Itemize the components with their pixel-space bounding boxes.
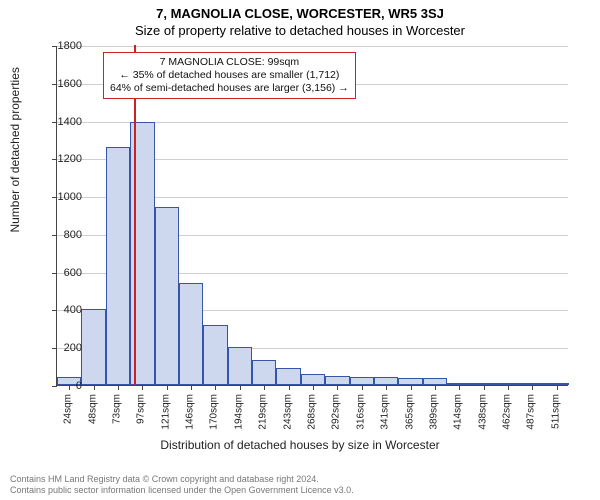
- x-tick: [386, 385, 387, 390]
- x-tick: [94, 385, 95, 390]
- x-tick: [532, 385, 533, 390]
- page-title: 7, MAGNOLIA CLOSE, WORCESTER, WR5 3SJ: [0, 0, 600, 21]
- histogram-bar: [374, 377, 398, 385]
- annotation-line: 64% of semi-detached houses are larger (…: [110, 82, 349, 95]
- x-tick: [337, 385, 338, 390]
- histogram-bar: [81, 309, 105, 385]
- x-tick-label: 389sqm: [428, 394, 439, 430]
- histogram-bar: [203, 325, 227, 385]
- histogram-bar: [301, 374, 325, 385]
- footer-attribution: Contains HM Land Registry data © Crown c…: [10, 474, 354, 497]
- x-tick-label: 462sqm: [502, 394, 513, 430]
- histogram-bar: [106, 147, 130, 385]
- x-tick-label: 292sqm: [331, 394, 342, 430]
- y-tick-label: 1600: [48, 78, 82, 90]
- histogram-bar: [155, 207, 179, 385]
- footer-line: Contains HM Land Registry data © Crown c…: [10, 474, 354, 485]
- histogram-bar: [252, 360, 276, 385]
- x-tick: [191, 385, 192, 390]
- x-tick-label: 24sqm: [63, 394, 74, 424]
- histogram-bar: [179, 283, 203, 385]
- x-tick: [508, 385, 509, 390]
- x-tick-label: 170sqm: [209, 394, 220, 430]
- x-tick: [459, 385, 460, 390]
- y-tick-label: 200: [48, 342, 82, 354]
- x-tick: [362, 385, 363, 390]
- x-tick: [289, 385, 290, 390]
- histogram-bar: [276, 368, 300, 385]
- x-tick: [167, 385, 168, 390]
- x-tick: [411, 385, 412, 390]
- x-tick-label: 365sqm: [404, 394, 415, 430]
- histogram-bar: [228, 347, 252, 385]
- histogram-bar: [325, 376, 349, 385]
- x-tick-label: 268sqm: [307, 394, 318, 430]
- y-tick-label: 0: [48, 380, 82, 392]
- y-tick-label: 1400: [48, 116, 82, 128]
- x-tick: [118, 385, 119, 390]
- x-tick: [240, 385, 241, 390]
- x-tick-label: 219sqm: [258, 394, 269, 430]
- x-tick-label: 97sqm: [136, 394, 147, 424]
- histogram-bar: [398, 378, 422, 385]
- x-tick: [142, 385, 143, 390]
- x-tick: [484, 385, 485, 390]
- y-tick-label: 600: [48, 267, 82, 279]
- x-tick-label: 121sqm: [160, 394, 171, 430]
- x-tick-label: 243sqm: [282, 394, 293, 430]
- x-tick-label: 438sqm: [477, 394, 488, 430]
- x-tick: [264, 385, 265, 390]
- page-subtitle: Size of property relative to detached ho…: [0, 21, 600, 42]
- x-tick-label: 487sqm: [526, 394, 537, 430]
- histogram-bar: [350, 377, 374, 385]
- y-tick-label: 400: [48, 304, 82, 316]
- x-axis-label: Distribution of detached houses by size …: [0, 438, 600, 452]
- y-tick-label: 1200: [48, 153, 82, 165]
- x-tick-label: 316sqm: [355, 394, 366, 430]
- x-tick-label: 414sqm: [453, 394, 464, 430]
- y-tick-label: 1800: [48, 40, 82, 52]
- x-tick-label: 511sqm: [550, 394, 561, 429]
- annotation-line: ← 35% of detached houses are smaller (1,…: [110, 69, 349, 82]
- annotation-line: 7 MAGNOLIA CLOSE: 99sqm: [110, 56, 349, 69]
- x-tick-label: 146sqm: [185, 394, 196, 430]
- x-tick-label: 194sqm: [233, 394, 244, 430]
- y-tick-label: 800: [48, 229, 82, 241]
- y-axis-label: Number of detached properties: [8, 67, 22, 232]
- footer-line: Contains public sector information licen…: [10, 485, 354, 496]
- x-tick: [215, 385, 216, 390]
- x-tick-label: 48sqm: [87, 394, 98, 424]
- x-tick: [313, 385, 314, 390]
- x-tick: [435, 385, 436, 390]
- x-tick-label: 341sqm: [380, 394, 391, 430]
- x-tick: [557, 385, 558, 390]
- histogram-bar: [423, 378, 447, 385]
- x-tick-label: 73sqm: [111, 394, 122, 424]
- y-tick-label: 1000: [48, 191, 82, 203]
- annotation-box: 7 MAGNOLIA CLOSE: 99sqm← 35% of detached…: [103, 52, 356, 99]
